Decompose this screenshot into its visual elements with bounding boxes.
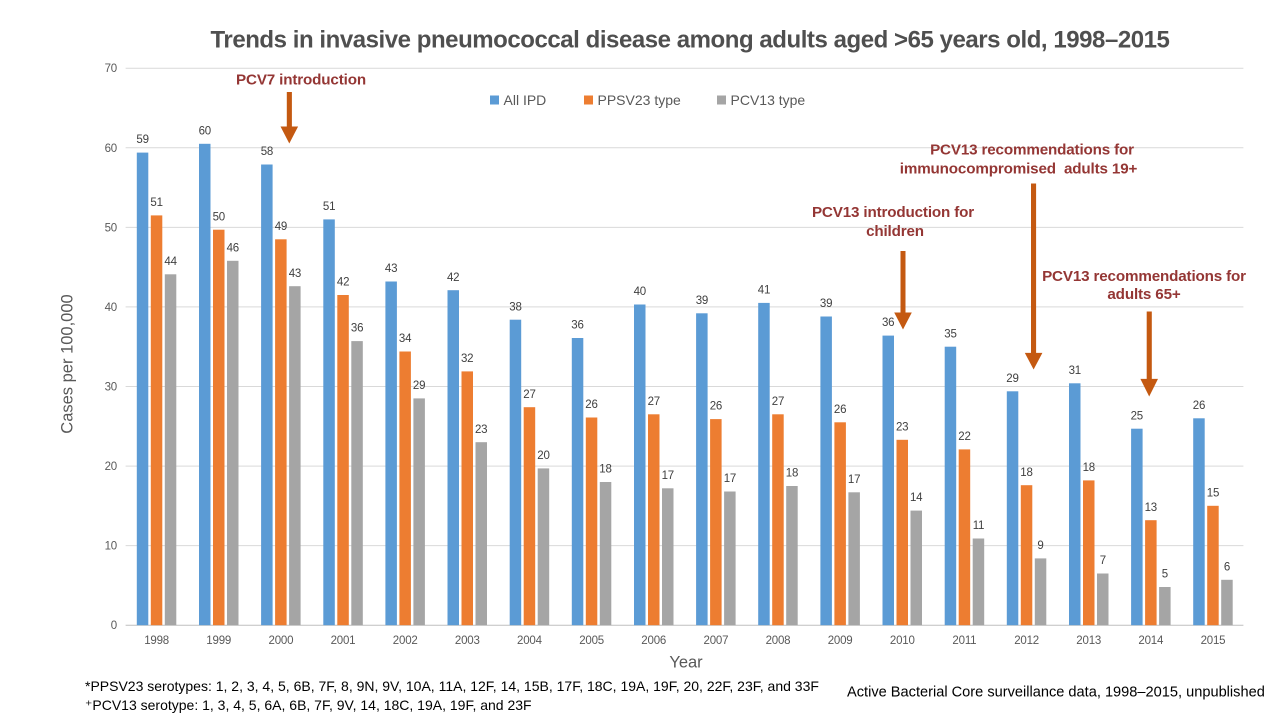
svg-text:Cases per 100,000: Cases per 100,000 — [59, 294, 77, 433]
svg-text:34: 34 — [399, 333, 412, 345]
svg-text:2004: 2004 — [517, 635, 543, 647]
svg-text:51: 51 — [323, 201, 335, 213]
svg-text:10: 10 — [105, 541, 117, 553]
svg-text:29: 29 — [1006, 373, 1018, 385]
svg-text:42: 42 — [447, 272, 459, 284]
svg-text:2003: 2003 — [455, 635, 480, 647]
svg-text:29: 29 — [413, 380, 425, 392]
svg-text:5: 5 — [1162, 569, 1168, 581]
svg-text:2005: 2005 — [579, 635, 604, 647]
svg-text:60: 60 — [199, 125, 211, 137]
svg-text:38: 38 — [509, 301, 521, 313]
svg-text:50: 50 — [213, 211, 225, 223]
svg-text:50: 50 — [105, 222, 117, 234]
svg-text:14: 14 — [910, 492, 923, 504]
svg-text:27: 27 — [648, 396, 660, 408]
svg-text:26: 26 — [710, 401, 722, 413]
svg-text:36: 36 — [882, 317, 894, 329]
svg-text:PCV13 recommendations for: PCV13 recommendations for — [1042, 268, 1246, 285]
svg-text:11: 11 — [973, 520, 985, 532]
svg-text:13: 13 — [1145, 502, 1157, 514]
svg-text:35: 35 — [944, 328, 956, 340]
svg-text:1998: 1998 — [144, 635, 169, 647]
svg-text:20: 20 — [537, 450, 549, 462]
svg-text:31: 31 — [1069, 365, 1081, 377]
svg-text:PPSV23 type: PPSV23 type — [598, 92, 681, 108]
svg-text:Year: Year — [669, 654, 703, 672]
svg-text:Active Bacterial Core surveill: Active Bacterial Core surveillance data,… — [847, 685, 1265, 701]
svg-text:*PPSV23 serotypes: 1, 2, 3, 4,: *PPSV23 serotypes: 1, 2, 3, 4, 5, 6B, 7F… — [85, 678, 819, 694]
svg-text:59: 59 — [136, 134, 148, 146]
svg-text:70: 70 — [105, 63, 117, 75]
svg-text:2007: 2007 — [704, 635, 729, 647]
svg-text:22: 22 — [958, 431, 970, 443]
svg-text:60: 60 — [105, 143, 117, 155]
svg-text:2009: 2009 — [828, 635, 853, 647]
svg-text:39: 39 — [820, 298, 832, 310]
svg-text:2015: 2015 — [1201, 635, 1226, 647]
svg-text:26: 26 — [834, 404, 846, 416]
svg-text:PCV7 introduction: PCV7 introduction — [236, 72, 366, 89]
svg-text:Trends in invasive pneumococca: Trends in invasive pneumococcal disease … — [211, 27, 1170, 54]
svg-text:26: 26 — [1193, 400, 1205, 412]
svg-text:18: 18 — [1020, 467, 1032, 479]
svg-text:40: 40 — [105, 302, 117, 314]
svg-text:36: 36 — [571, 320, 583, 332]
svg-text:PCV13 type: PCV13 type — [731, 92, 806, 108]
svg-text:32: 32 — [461, 353, 473, 365]
svg-text:44: 44 — [164, 256, 177, 268]
svg-text:18: 18 — [599, 464, 611, 476]
svg-text:46: 46 — [227, 242, 239, 254]
svg-text:26: 26 — [585, 399, 597, 411]
svg-text:6: 6 — [1224, 561, 1230, 573]
svg-text:58: 58 — [261, 146, 273, 158]
svg-text:All IPD: All IPD — [504, 92, 547, 108]
svg-text:17: 17 — [848, 474, 860, 486]
svg-text:23: 23 — [896, 421, 908, 433]
svg-text:2012: 2012 — [1014, 635, 1039, 647]
svg-text:PCV13 recommendations for: PCV13 recommendations for — [930, 142, 1134, 159]
svg-text:2010: 2010 — [890, 635, 915, 647]
svg-text:2001: 2001 — [331, 635, 356, 647]
svg-text:49: 49 — [275, 221, 287, 233]
svg-text:15: 15 — [1207, 487, 1219, 499]
svg-text:17: 17 — [724, 473, 736, 485]
svg-text:7: 7 — [1100, 555, 1106, 567]
svg-text:18: 18 — [1083, 462, 1095, 474]
svg-text:2014: 2014 — [1138, 635, 1164, 647]
svg-text:1999: 1999 — [206, 635, 231, 647]
svg-text:25: 25 — [1131, 410, 1143, 422]
svg-text:2006: 2006 — [641, 635, 666, 647]
svg-text:2000: 2000 — [269, 635, 294, 647]
svg-text:23: 23 — [475, 424, 487, 436]
svg-text:30: 30 — [105, 382, 117, 394]
svg-text:20: 20 — [105, 461, 117, 473]
svg-text:41: 41 — [758, 285, 770, 297]
svg-text:51: 51 — [150, 197, 162, 209]
svg-text:PCV13 introduction for: PCV13 introduction for — [812, 204, 974, 221]
svg-text:0: 0 — [111, 620, 117, 632]
svg-text:42: 42 — [337, 277, 349, 289]
svg-text:2011: 2011 — [952, 635, 976, 647]
svg-text:40: 40 — [634, 286, 646, 298]
svg-text:27: 27 — [523, 389, 535, 401]
svg-text:36: 36 — [351, 323, 363, 335]
svg-text:2008: 2008 — [766, 635, 791, 647]
svg-text:17: 17 — [662, 470, 674, 482]
svg-text:43: 43 — [289, 268, 301, 280]
svg-text:⁺PCV13 serotype: 1, 3, 4, 5, 6: ⁺PCV13 serotype: 1, 3, 4, 5, 6A, 6B, 7F,… — [85, 697, 532, 713]
svg-text:immunocompromised adults 19+: immunocompromised adults 19+ — [900, 161, 1138, 178]
svg-text:adults 65+: adults 65+ — [1107, 286, 1180, 303]
svg-text:9: 9 — [1037, 540, 1043, 552]
svg-text:39: 39 — [696, 295, 708, 307]
svg-text:43: 43 — [385, 263, 397, 275]
svg-text:children: children — [866, 223, 924, 240]
svg-text:2013: 2013 — [1076, 635, 1101, 647]
svg-text:27: 27 — [772, 396, 784, 408]
svg-text:18: 18 — [786, 468, 798, 480]
svg-text:2002: 2002 — [393, 635, 418, 647]
